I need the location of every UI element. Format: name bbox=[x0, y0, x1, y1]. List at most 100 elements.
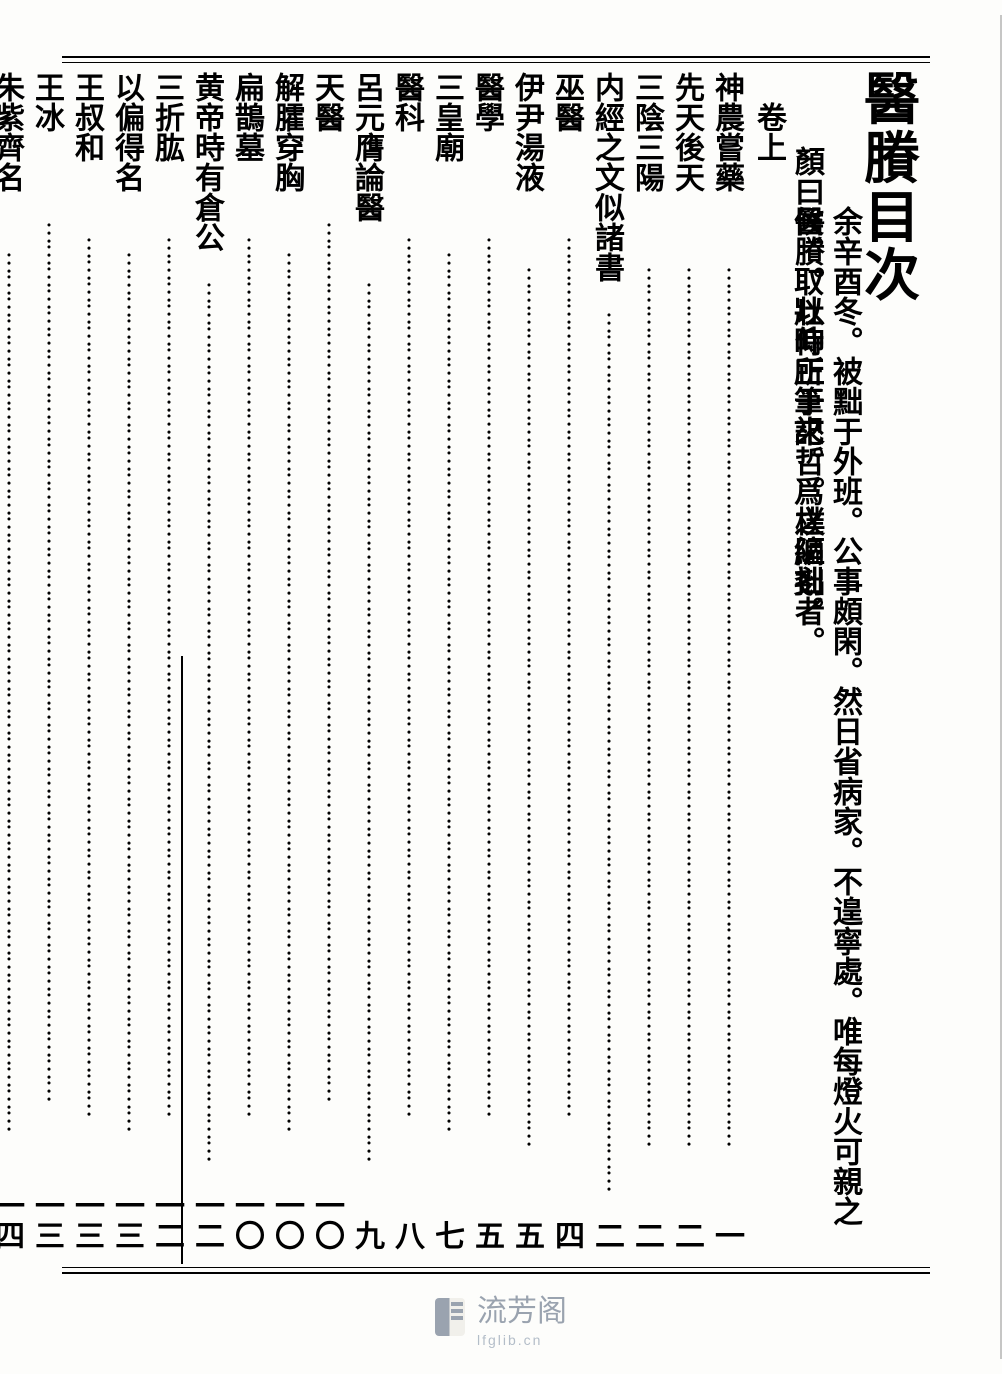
toc-entry-title: 三皇廟 bbox=[431, 72, 461, 162]
dot-leader: ︙︙︙︙︙︙︙︙︙︙︙︙︙︙︙︙︙︙︙︙︙︙︙︙︙︙︙︙︙︙︙︙︙︙︙︙︙︙︙︙ bbox=[0, 192, 24, 1190]
toc-entry: 巫醫︙︙︙︙︙︙︙︙︙︙︙︙︙︙︙︙︙︙︙︙︙︙︙︙︙︙︙︙︙︙︙︙︙︙︙︙︙︙… bbox=[546, 66, 586, 1250]
toc-entry-title: 朱紫齊名 bbox=[0, 72, 21, 192]
toc-entry: 天醫︙︙︙︙︙︙︙︙︙︙︙︙︙︙︙︙︙︙︙︙︙︙︙︙︙︙︙︙︙︙︙︙︙︙︙︙︙︙… bbox=[306, 66, 346, 1250]
toc-entry: 三陰三陽︙︙︙︙︙︙︙︙︙︙︙︙︙︙︙︙︙︙︙︙︙︙︙︙︙︙︙︙︙︙︙︙︙︙︙︙… bbox=[626, 66, 666, 1250]
toc-entry-title: 三折肱 bbox=[151, 72, 181, 162]
dot-leader: ︙︙︙︙︙︙︙︙︙︙︙︙︙︙︙︙︙︙︙︙︙︙︙︙︙︙︙︙︙︙︙︙︙︙︙︙︙︙︙︙ bbox=[589, 282, 624, 1220]
toc-entry-page: 五 bbox=[511, 1220, 541, 1250]
toc-entry: 王叔和︙︙︙︙︙︙︙︙︙︙︙︙︙︙︙︙︙︙︙︙︙︙︙︙︙︙︙︙︙︙︙︙︙︙︙︙︙… bbox=[66, 66, 106, 1250]
toc-entry: 三皇廟︙︙︙︙︙︙︙︙︙︙︙︙︙︙︙︙︙︙︙︙︙︙︙︙︙︙︙︙︙︙︙︙︙︙︙︙︙… bbox=[426, 66, 466, 1250]
toc-entry-page: 一〇 bbox=[231, 1190, 261, 1250]
toc-entry: 内經之文似諸書︙︙︙︙︙︙︙︙︙︙︙︙︙︙︙︙︙︙︙︙︙︙︙︙︙︙︙︙︙︙︙︙︙… bbox=[586, 66, 626, 1250]
toc-entry-title: 王叔和 bbox=[71, 72, 101, 162]
toc-entry: 醫學︙︙︙︙︙︙︙︙︙︙︙︙︙︙︙︙︙︙︙︙︙︙︙︙︙︙︙︙︙︙︙︙︙︙︙︙︙︙… bbox=[466, 66, 506, 1250]
toc-entry-page: 五 bbox=[471, 1220, 501, 1250]
dot-leader: ︙︙︙︙︙︙︙︙︙︙︙︙︙︙︙︙︙︙︙︙︙︙︙︙︙︙︙︙︙︙︙︙︙︙︙︙︙︙︙︙ bbox=[629, 192, 664, 1220]
toc-entry: 王冰︙︙︙︙︙︙︙︙︙︙︙︙︙︙︙︙︙︙︙︙︙︙︙︙︙︙︙︙︙︙︙︙︙︙︙︙︙︙… bbox=[26, 66, 66, 1250]
toc-entry-wrap: 三陰三陽︙︙︙︙︙︙︙︙︙︙︙︙︙︙︙︙︙︙︙︙︙︙︙︙︙︙︙︙︙︙︙︙︙︙︙︙… bbox=[626, 72, 666, 1250]
toc-entry-wrap: 神農嘗藥︙︙︙︙︙︙︙︙︙︙︙︙︙︙︙︙︙︙︙︙︙︙︙︙︙︙︙︙︙︙︙︙︙︙︙︙… bbox=[706, 72, 746, 1250]
toc-entry-page: 九 bbox=[351, 1220, 381, 1250]
toc-entry-wrap: 以偏得名︙︙︙︙︙︙︙︙︙︙︙︙︙︙︙︙︙︙︙︙︙︙︙︙︙︙︙︙︙︙︙︙︙︙︙︙… bbox=[106, 72, 146, 1250]
dot-leader: ︙︙︙︙︙︙︙︙︙︙︙︙︙︙︙︙︙︙︙︙︙︙︙︙︙︙︙︙︙︙︙︙︙︙︙︙︙︙︙︙ bbox=[349, 222, 384, 1220]
toc-entry: 解臛穿胸︙︙︙︙︙︙︙︙︙︙︙︙︙︙︙︙︙︙︙︙︙︙︙︙︙︙︙︙︙︙︙︙︙︙︙︙… bbox=[266, 66, 306, 1250]
toc-entry-title: 王冰 bbox=[31, 72, 61, 132]
watermark-url: lfglib.cn bbox=[477, 1332, 567, 1348]
toc-entry: 黄帝時有倉公︙︙︙︙︙︙︙︙︙︙︙︙︙︙︙︙︙︙︙︙︙︙︙︙︙︙︙︙︙︙︙︙︙︙… bbox=[186, 66, 226, 1250]
toc-entry-title: 天醫 bbox=[311, 72, 341, 132]
dot-leader: ︙︙︙︙︙︙︙︙︙︙︙︙︙︙︙︙︙︙︙︙︙︙︙︙︙︙︙︙︙︙︙︙︙︙︙︙︙︙︙︙ bbox=[29, 132, 64, 1190]
toc-entry-page: 一 bbox=[711, 1220, 741, 1250]
dot-leader: ︙︙︙︙︙︙︙︙︙︙︙︙︙︙︙︙︙︙︙︙︙︙︙︙︙︙︙︙︙︙︙︙︙︙︙︙︙︙︙︙ bbox=[469, 132, 504, 1220]
page-content: 醫賸目次 余辛酉冬。被黜于外班。公事頗閑。然日省病家。不遑寧處。唯每燈火可親之候… bbox=[70, 66, 920, 1264]
toc-entry: 扁鵲墓︙︙︙︙︙︙︙︙︙︙︙︙︙︙︙︙︙︙︙︙︙︙︙︙︙︙︙︙︙︙︙︙︙︙︙︙︙… bbox=[226, 66, 266, 1250]
dot-leader: ︙︙︙︙︙︙︙︙︙︙︙︙︙︙︙︙︙︙︙︙︙︙︙︙︙︙︙︙︙︙︙︙︙︙︙︙︙︙︙︙ bbox=[109, 192, 144, 1190]
toc-entry-wrap: 解臛穿胸︙︙︙︙︙︙︙︙︙︙︙︙︙︙︙︙︙︙︙︙︙︙︙︙︙︙︙︙︙︙︙︙︙︙︙︙… bbox=[266, 72, 306, 1250]
preface-line-1: 余辛酉冬。被黜于外班。公事頗閑。然日省病家。不遑寧處。唯每燈火可親之候。取壯時所… bbox=[826, 66, 864, 1264]
toc-entry-page: 一三 bbox=[71, 1190, 101, 1250]
toc-entry-page: 八 bbox=[391, 1220, 421, 1250]
toc-entry-title: 伊尹湯液 bbox=[511, 72, 541, 192]
toc-entry: 以偏得名︙︙︙︙︙︙︙︙︙︙︙︙︙︙︙︙︙︙︙︙︙︙︙︙︙︙︙︙︙︙︙︙︙︙︙︙… bbox=[106, 66, 146, 1250]
toc-entry: 三折肱︙︙︙︙︙︙︙︙︙︙︙︙︙︙︙︙︙︙︙︙︙︙︙︙︙︙︙︙︙︙︙︙︙︙︙︙︙… bbox=[146, 66, 186, 1250]
dot-leader: ︙︙︙︙︙︙︙︙︙︙︙︙︙︙︙︙︙︙︙︙︙︙︙︙︙︙︙︙︙︙︙︙︙︙︙︙︙︙︙︙ bbox=[389, 132, 424, 1220]
dot-leader: ︙︙︙︙︙︙︙︙︙︙︙︙︙︙︙︙︙︙︙︙︙︙︙︙︙︙︙︙︙︙︙︙︙︙︙︙︙︙︙︙ bbox=[429, 162, 464, 1220]
toc-entry-page: 七 bbox=[431, 1220, 461, 1250]
toc-entry-page: 一〇 bbox=[311, 1190, 341, 1250]
toc-entry-wrap: 伊尹湯液︙︙︙︙︙︙︙︙︙︙︙︙︙︙︙︙︙︙︙︙︙︙︙︙︙︙︙︙︙︙︙︙︙︙︙︙… bbox=[506, 72, 546, 1250]
dot-leader: ︙︙︙︙︙︙︙︙︙︙︙︙︙︙︙︙︙︙︙︙︙︙︙︙︙︙︙︙︙︙︙︙︙︙︙︙︙︙︙︙ bbox=[549, 132, 584, 1220]
title-char: 醫賸目次 bbox=[864, 72, 920, 307]
toc-entry: 伊尹湯液︙︙︙︙︙︙︙︙︙︙︙︙︙︙︙︙︙︙︙︙︙︙︙︙︙︙︙︙︙︙︙︙︙︙︙︙… bbox=[506, 66, 546, 1250]
watermark: 流芳阁 lfglib.cn bbox=[0, 1286, 1002, 1348]
toc-entry-title: 黄帝時有倉公 bbox=[191, 72, 221, 252]
toc-entry-page: 二 bbox=[671, 1220, 701, 1250]
toc-entry-page: 二 bbox=[631, 1220, 661, 1250]
toc-entry-wrap: 三皇廟︙︙︙︙︙︙︙︙︙︙︙︙︙︙︙︙︙︙︙︙︙︙︙︙︙︙︙︙︙︙︙︙︙︙︙︙︙… bbox=[426, 72, 466, 1250]
toc-entry-wrap: 醫學︙︙︙︙︙︙︙︙︙︙︙︙︙︙︙︙︙︙︙︙︙︙︙︙︙︙︙︙︙︙︙︙︙︙︙︙︙︙… bbox=[466, 72, 506, 1250]
toc-entry-page: 一四 bbox=[0, 1190, 21, 1250]
toc-entry-page: 四 bbox=[551, 1220, 581, 1250]
volume-label: 卷上 bbox=[746, 72, 790, 162]
doc-title: 醫賸目次 bbox=[864, 66, 920, 1264]
dot-leader: ︙︙︙︙︙︙︙︙︙︙︙︙︙︙︙︙︙︙︙︙︙︙︙︙︙︙︙︙︙︙︙︙︙︙︙︙︙︙︙︙ bbox=[149, 162, 184, 1190]
toc-entry-page: 一三 bbox=[111, 1190, 141, 1250]
toc-entry-page: 一〇 bbox=[271, 1190, 301, 1250]
toc-entry-wrap: 呂元膺論醫︙︙︙︙︙︙︙︙︙︙︙︙︙︙︙︙︙︙︙︙︙︙︙︙︙︙︙︙︙︙︙︙︙︙︙… bbox=[346, 72, 386, 1250]
toc-entry-page: 一二 bbox=[151, 1190, 181, 1250]
toc-entry-wrap: 内經之文似諸書︙︙︙︙︙︙︙︙︙︙︙︙︙︙︙︙︙︙︙︙︙︙︙︙︙︙︙︙︙︙︙︙︙… bbox=[586, 72, 626, 1250]
toc-entry-wrap: 三折肱︙︙︙︙︙︙︙︙︙︙︙︙︙︙︙︙︙︙︙︙︙︙︙︙︙︙︙︙︙︙︙︙︙︙︙︙︙… bbox=[146, 72, 186, 1250]
dot-leader: ︙︙︙︙︙︙︙︙︙︙︙︙︙︙︙︙︙︙︙︙︙︙︙︙︙︙︙︙︙︙︙︙︙︙︙︙︙︙︙︙ bbox=[309, 132, 344, 1190]
toc-entry-title: 三陰三陽 bbox=[631, 72, 661, 192]
toc-entry-title: 解臛穿胸 bbox=[271, 72, 301, 192]
toc-block-2: 三折肱︙︙︙︙︙︙︙︙︙︙︙︙︙︙︙︙︙︙︙︙︙︙︙︙︙︙︙︙︙︙︙︙︙︙︙︙︙… bbox=[0, 66, 186, 1264]
book-icon bbox=[435, 1298, 465, 1336]
toc-block-1: 卷上神農嘗藥︙︙︙︙︙︙︙︙︙︙︙︙︙︙︙︙︙︙︙︙︙︙︙︙︙︙︙︙︙︙︙︙︙︙… bbox=[186, 66, 788, 1264]
toc-entry-title: 扁鵲墓 bbox=[231, 72, 261, 162]
dot-leader: ︙︙︙︙︙︙︙︙︙︙︙︙︙︙︙︙︙︙︙︙︙︙︙︙︙︙︙︙︙︙︙︙︙︙︙︙︙︙︙︙ bbox=[709, 192, 744, 1220]
toc-entry-title: 以偏得名 bbox=[111, 72, 141, 192]
toc-entry-wrap: 先天後天︙︙︙︙︙︙︙︙︙︙︙︙︙︙︙︙︙︙︙︙︙︙︙︙︙︙︙︙︙︙︙︙︙︙︙︙… bbox=[666, 72, 706, 1250]
toc-entry: 呂元膺論醫︙︙︙︙︙︙︙︙︙︙︙︙︙︙︙︙︙︙︙︙︙︙︙︙︙︙︙︙︙︙︙︙︙︙︙… bbox=[346, 66, 386, 1250]
toc-entry: 醫科︙︙︙︙︙︙︙︙︙︙︙︙︙︙︙︙︙︙︙︙︙︙︙︙︙︙︙︙︙︙︙︙︙︙︙︙︙︙… bbox=[386, 66, 426, 1250]
toc-entry-page: 二 bbox=[591, 1220, 621, 1250]
toc-entry-wrap: 巫醫︙︙︙︙︙︙︙︙︙︙︙︙︙︙︙︙︙︙︙︙︙︙︙︙︙︙︙︙︙︙︙︙︙︙︙︙︙︙… bbox=[546, 72, 586, 1250]
dot-leader: ︙︙︙︙︙︙︙︙︙︙︙︙︙︙︙︙︙︙︙︙︙︙︙︙︙︙︙︙︙︙︙︙︙︙︙︙︙︙︙︙ bbox=[189, 252, 224, 1190]
toc-entry-wrap: 王冰︙︙︙︙︙︙︙︙︙︙︙︙︙︙︙︙︙︙︙︙︙︙︙︙︙︙︙︙︙︙︙︙︙︙︙︙︙︙… bbox=[26, 72, 66, 1250]
toc-entry-page: 一三 bbox=[31, 1190, 61, 1250]
toc-entry-title: 先天後天 bbox=[671, 72, 701, 192]
toc-entry-title: 内經之文似諸書 bbox=[591, 72, 621, 282]
dot-leader: ︙︙︙︙︙︙︙︙︙︙︙︙︙︙︙︙︙︙︙︙︙︙︙︙︙︙︙︙︙︙︙︙︙︙︙︙︙︙︙︙ bbox=[269, 192, 304, 1190]
toc-entry-page: 一二 bbox=[191, 1190, 221, 1250]
toc-entry-wrap: 朱紫齊名︙︙︙︙︙︙︙︙︙︙︙︙︙︙︙︙︙︙︙︙︙︙︙︙︙︙︙︙︙︙︙︙︙︙︙︙… bbox=[0, 72, 26, 1250]
dot-leader: ︙︙︙︙︙︙︙︙︙︙︙︙︙︙︙︙︙︙︙︙︙︙︙︙︙︙︙︙︙︙︙︙︙︙︙︙︙︙︙︙ bbox=[509, 192, 544, 1220]
toc-entry-wrap: 天醫︙︙︙︙︙︙︙︙︙︙︙︙︙︙︙︙︙︙︙︙︙︙︙︙︙︙︙︙︙︙︙︙︙︙︙︙︙︙… bbox=[306, 72, 346, 1250]
toc-entry-title: 巫醫 bbox=[551, 72, 581, 132]
dot-leader: ︙︙︙︙︙︙︙︙︙︙︙︙︙︙︙︙︙︙︙︙︙︙︙︙︙︙︙︙︙︙︙︙︙︙︙︙︙︙︙︙ bbox=[229, 162, 264, 1190]
toc-entry-title: 神農嘗藥 bbox=[711, 72, 741, 192]
toc-entry-title: 呂元膺論醫 bbox=[351, 72, 381, 222]
toc-entry-title: 醫學 bbox=[471, 72, 501, 132]
toc-entry-wrap: 扁鵲墓︙︙︙︙︙︙︙︙︙︙︙︙︙︙︙︙︙︙︙︙︙︙︙︙︙︙︙︙︙︙︙︙︙︙︙︙︙… bbox=[226, 72, 266, 1250]
toc-entry-wrap: 醫科︙︙︙︙︙︙︙︙︙︙︙︙︙︙︙︙︙︙︙︙︙︙︙︙︙︙︙︙︙︙︙︙︙︙︙︙︙︙… bbox=[386, 72, 426, 1250]
toc-entry-title: 醫科 bbox=[391, 72, 421, 132]
watermark-name: 流芳阁 bbox=[477, 1286, 567, 1330]
volume-label-col: 卷上 bbox=[746, 66, 788, 1250]
